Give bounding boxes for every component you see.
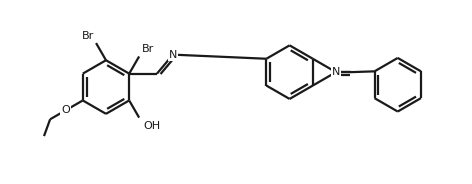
Text: N: N	[169, 50, 177, 60]
Text: O: O	[61, 105, 70, 115]
Text: Br: Br	[82, 31, 94, 41]
Text: N: N	[332, 67, 340, 77]
Text: O: O	[332, 67, 340, 77]
Text: OH: OH	[143, 121, 160, 131]
Text: Br: Br	[142, 45, 154, 54]
